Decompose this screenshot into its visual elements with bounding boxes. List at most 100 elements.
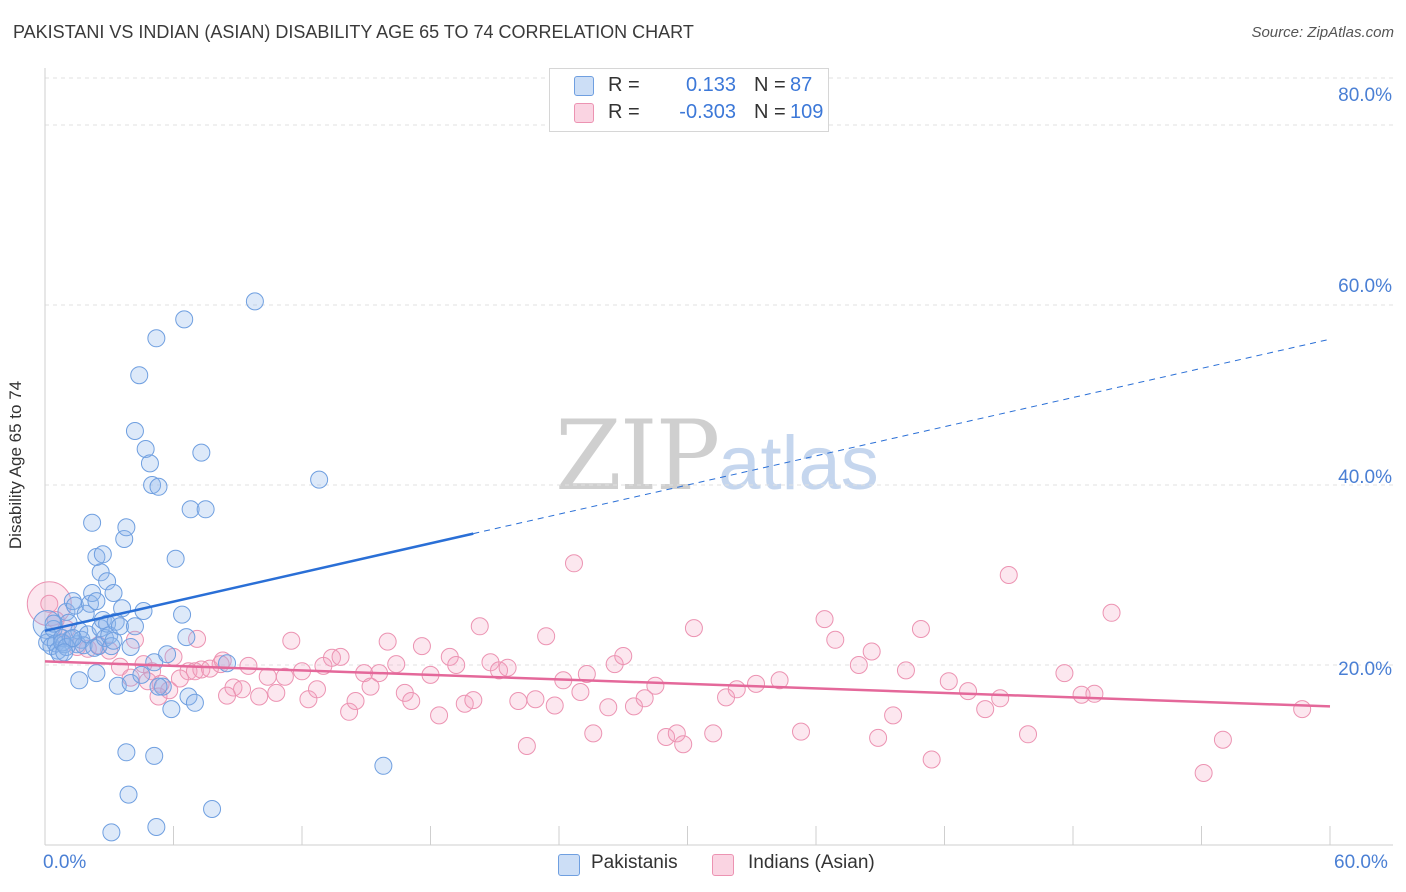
data-point-indians — [447, 656, 466, 674]
data-point-indians — [614, 647, 633, 665]
data-point-indians — [149, 687, 168, 706]
data-point-indians — [387, 655, 406, 674]
legend-n-value: 109 — [790, 101, 824, 123]
data-point-pakistanis — [147, 329, 166, 348]
data-point-indians — [509, 692, 528, 710]
data-point-indians — [537, 627, 556, 646]
data-point-pakistanis — [132, 665, 151, 684]
data-point-indians — [815, 610, 834, 629]
data-point-indians — [346, 692, 365, 710]
data-point-indians — [545, 696, 564, 715]
data-point-pakistanis — [173, 605, 192, 624]
data-point-indians — [577, 665, 596, 683]
legend-swatch-pink — [574, 103, 594, 123]
data-point-pakistanis — [98, 572, 117, 591]
data-point-indians — [976, 700, 995, 719]
data-point-pakistanis — [87, 664, 106, 683]
data-point-pakistanis — [63, 629, 82, 647]
data-point-pakistanis — [91, 563, 110, 582]
data-point-indians — [517, 737, 536, 755]
data-point-indians — [849, 656, 868, 674]
data-point-indians — [1085, 684, 1104, 703]
data-point-indians — [250, 687, 269, 706]
data-point-pakistanis — [374, 756, 393, 775]
data-point-pakistanis — [119, 785, 138, 804]
data-point-pakistanis — [181, 500, 200, 519]
series-name: Indians (Asian) — [748, 852, 875, 873]
data-point-pakistanis — [83, 513, 102, 532]
y-tick-label: 60.0% — [1338, 276, 1392, 297]
data-point-pakistanis — [145, 746, 164, 765]
data-point-indians — [282, 631, 301, 650]
data-point-indians — [869, 728, 888, 747]
data-point-indians — [884, 706, 903, 725]
data-point-indians — [911, 620, 930, 638]
legend-r-value: -0.303 — [679, 101, 736, 123]
legend-n-label: N = — [754, 101, 786, 123]
data-point-indians — [275, 667, 294, 686]
data-point-pakistanis — [203, 800, 222, 818]
data-point-pakistanis — [185, 693, 204, 712]
data-point-indians — [340, 702, 359, 721]
data-point-indians — [1102, 603, 1121, 622]
data-point-pakistanis — [102, 823, 121, 842]
data-point-pakistanis — [162, 700, 181, 719]
data-point-indians — [121, 668, 140, 687]
data-point-pakistanis — [70, 671, 89, 690]
y-tick-label: 80.0% — [1338, 85, 1392, 106]
data-point-indians — [896, 661, 915, 680]
data-point-indians — [307, 680, 326, 699]
data-point-pakistanis — [136, 440, 155, 458]
legend-swatch-blue — [574, 76, 594, 96]
data-point-indians — [470, 617, 489, 636]
data-point-indians — [40, 594, 59, 613]
data-point-pakistanis — [143, 476, 162, 494]
correlation-legend: R = 0.133 N = 87 R = -0.303 N = 109 — [549, 68, 829, 132]
data-point-pakistanis — [117, 518, 136, 537]
data-point-pakistanis — [125, 422, 144, 440]
legend-swatch-blue — [558, 854, 580, 876]
series-name: Pakistanis — [591, 852, 678, 873]
data-point-indians — [1194, 764, 1213, 782]
data-point-indians — [110, 657, 129, 676]
data-point-pakistanis — [83, 584, 102, 602]
data-point-pakistanis — [158, 645, 177, 664]
data-point-indians — [1055, 664, 1074, 683]
data-point-indians — [704, 724, 723, 743]
data-point-indians — [635, 689, 654, 708]
data-point-indians — [999, 566, 1018, 584]
data-point-indians — [684, 619, 703, 638]
data-point-pakistanis — [192, 443, 211, 462]
data-point-indians — [584, 724, 603, 743]
data-point-indians — [792, 722, 811, 741]
data-point-indians — [727, 680, 746, 699]
data-point-pakistanis — [177, 628, 196, 647]
data-point-pakistanis — [87, 592, 106, 611]
chart-title: PAKISTANI VS INDIAN (ASIAN) DISABILITY A… — [13, 22, 694, 42]
data-point-indians — [361, 677, 380, 696]
trendline-pakistanis-solid — [44, 532, 474, 633]
data-point-indians — [922, 750, 941, 769]
data-point-pakistanis — [166, 549, 185, 568]
data-point-indians — [571, 683, 590, 701]
data-point-indians — [862, 642, 881, 661]
data-point-pakistanis — [196, 500, 215, 519]
data-point-indians — [258, 667, 277, 686]
data-point-indians — [826, 630, 845, 649]
data-point-pakistanis — [175, 310, 194, 329]
data-point-indians — [233, 680, 252, 699]
data-point-pakistanis — [149, 477, 168, 496]
data-point-indians — [1213, 730, 1232, 749]
y-tick-label: 40.0% — [1338, 467, 1392, 488]
data-point-indians — [498, 658, 517, 677]
data-point-indians — [646, 676, 665, 695]
source-label: Source: ZipAtlas.com — [1251, 24, 1394, 41]
data-point-indians — [402, 692, 421, 710]
data-point-pakistanis — [93, 545, 112, 564]
data-point-indians — [599, 698, 618, 717]
data-point-indians — [267, 683, 286, 702]
y-axis-label: Disability Age 65 to 74 — [6, 380, 25, 550]
data-point-indians — [674, 735, 693, 754]
data-point-pakistanis — [130, 366, 149, 385]
data-point-indians — [1293, 700, 1312, 719]
